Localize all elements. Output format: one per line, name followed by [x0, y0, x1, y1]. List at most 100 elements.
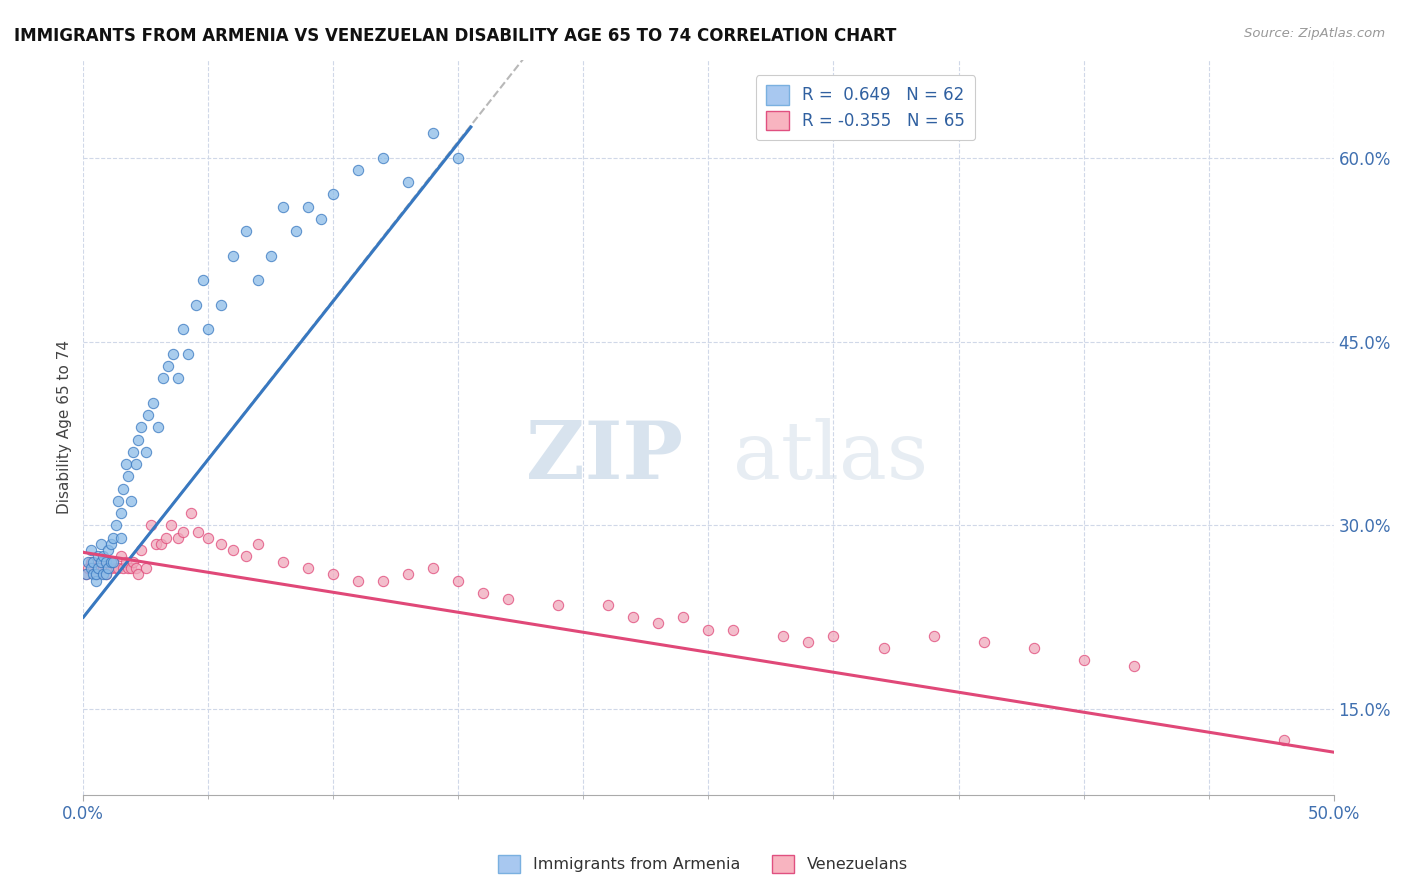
Point — [125, 457, 148, 471]
Point — [84, 567, 107, 582]
Point — [91, 561, 114, 575]
Point — [498, 591, 520, 606]
Point — [84, 574, 107, 588]
Point — [447, 574, 470, 588]
Point — [235, 549, 257, 563]
Point — [80, 542, 103, 557]
Point — [872, 640, 894, 655]
Point — [396, 567, 419, 582]
Point — [80, 555, 103, 569]
Point — [697, 623, 720, 637]
Legend: R =  0.649   N = 62, R = -0.355   N = 65: R = 0.649 N = 62, R = -0.355 N = 65 — [755, 75, 976, 140]
Point — [127, 567, 149, 582]
Point — [94, 567, 117, 582]
Point — [167, 531, 190, 545]
Point — [273, 555, 295, 569]
Point — [112, 561, 135, 575]
Point — [110, 549, 132, 563]
Point — [107, 561, 129, 575]
Text: IMMIGRANTS FROM ARMENIA VS VENEZUELAN DISABILITY AGE 65 TO 74 CORRELATION CHART: IMMIGRANTS FROM ARMENIA VS VENEZUELAN DI… — [14, 27, 897, 45]
Point — [94, 555, 117, 569]
Point — [193, 273, 215, 287]
Point — [112, 482, 135, 496]
Point — [120, 561, 142, 575]
Point — [80, 561, 103, 575]
Point — [107, 494, 129, 508]
Point — [97, 542, 120, 557]
Point — [177, 347, 200, 361]
Point — [297, 561, 319, 575]
Point — [347, 574, 370, 588]
Point — [247, 273, 270, 287]
Y-axis label: Disability Age 65 to 74: Disability Age 65 to 74 — [58, 341, 72, 515]
Point — [75, 567, 97, 582]
Point — [145, 537, 167, 551]
Point — [235, 224, 257, 238]
Point — [162, 347, 184, 361]
Point — [129, 420, 152, 434]
Point — [122, 445, 145, 459]
Point — [672, 610, 695, 624]
Point — [94, 567, 117, 582]
Point — [297, 200, 319, 214]
Point — [823, 629, 845, 643]
Point — [77, 555, 100, 569]
Text: ZIP: ZIP — [526, 417, 683, 496]
Point — [159, 518, 181, 533]
Point — [103, 555, 125, 569]
Point — [598, 598, 620, 612]
Point — [772, 629, 794, 643]
Legend: Immigrants from Armenia, Venezuelans: Immigrants from Armenia, Venezuelans — [491, 848, 915, 880]
Point — [91, 567, 114, 582]
Point — [148, 420, 170, 434]
Point — [135, 445, 157, 459]
Point — [472, 586, 495, 600]
Point — [155, 531, 177, 545]
Point — [447, 151, 470, 165]
Point — [122, 555, 145, 569]
Point — [197, 322, 219, 336]
Point — [322, 567, 344, 582]
Point — [103, 555, 125, 569]
Point — [167, 371, 190, 385]
Point — [87, 561, 110, 575]
Point — [87, 561, 110, 575]
Point — [87, 549, 110, 563]
Point — [209, 537, 232, 551]
Point — [82, 567, 104, 582]
Point — [222, 249, 245, 263]
Point — [209, 298, 232, 312]
Point — [184, 298, 207, 312]
Point — [247, 537, 270, 551]
Point — [84, 567, 107, 582]
Point — [110, 506, 132, 520]
Point — [136, 408, 159, 422]
Point — [110, 531, 132, 545]
Point — [347, 162, 370, 177]
Point — [139, 518, 162, 533]
Point — [127, 433, 149, 447]
Point — [309, 211, 332, 226]
Point — [422, 561, 444, 575]
Point — [172, 524, 194, 539]
Point — [180, 506, 202, 520]
Point — [197, 531, 219, 545]
Point — [922, 629, 945, 643]
Point — [104, 518, 127, 533]
Point — [973, 635, 995, 649]
Point — [97, 555, 120, 569]
Point — [547, 598, 569, 612]
Point — [90, 555, 112, 569]
Point — [172, 322, 194, 336]
Point — [396, 175, 419, 189]
Point — [284, 224, 307, 238]
Point — [422, 126, 444, 140]
Point — [647, 616, 669, 631]
Point — [152, 371, 174, 385]
Point — [149, 537, 172, 551]
Point — [723, 623, 745, 637]
Point — [117, 561, 139, 575]
Point — [82, 555, 104, 569]
Point — [90, 537, 112, 551]
Text: atlas: atlas — [734, 417, 928, 496]
